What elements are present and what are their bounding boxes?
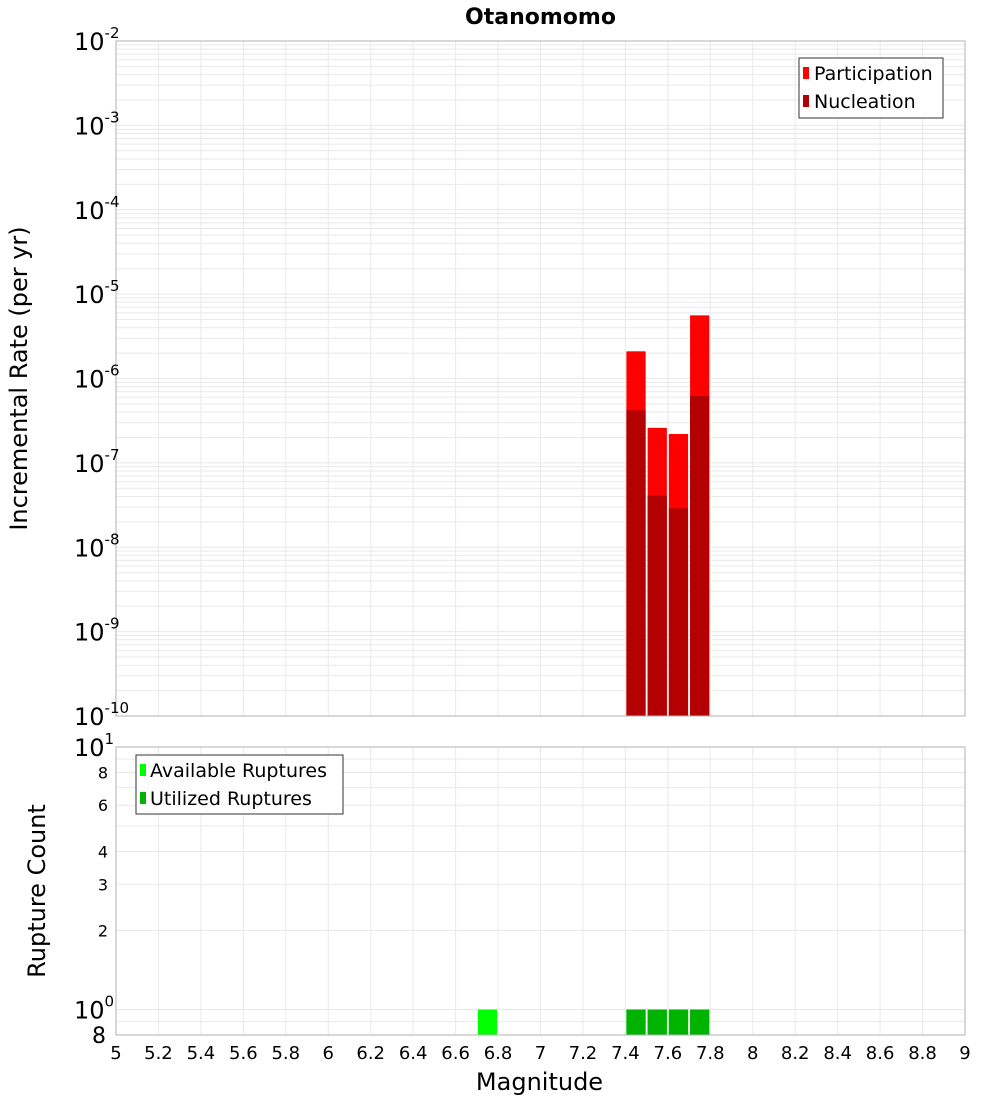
x-tick-label: 7.8 (696, 1043, 725, 1064)
y-tick-base: 10 (74, 112, 105, 140)
count-gridlines (116, 747, 965, 1035)
y-tick-label: 3 (98, 875, 108, 894)
x-tick-label: 6.2 (356, 1043, 385, 1064)
x-tick-label: 7.6 (654, 1043, 683, 1064)
y-axis-label: Rupture Count (23, 804, 51, 978)
y-tick-label: 4 (98, 842, 108, 861)
y-tick-label: 8 (92, 1024, 106, 1049)
nucleation-bar (690, 396, 710, 716)
y-tick-exponent: 0 (105, 993, 115, 1011)
rate-plot-border (115, 40, 966, 717)
x-tick-label: 8 (747, 1043, 758, 1064)
x-tick-label: 6 (323, 1043, 334, 1064)
y-tick-label: 6 (98, 796, 108, 815)
utilized-ruptures-bar (626, 1009, 646, 1035)
y-tick-base: 10 (74, 281, 105, 309)
x-tick-label: 8.4 (823, 1043, 852, 1064)
legend-swatch (140, 764, 146, 776)
x-tick-label: 9 (959, 1043, 970, 1064)
y-tick-label: 10-4 (74, 193, 120, 225)
x-tick-label: 8.8 (908, 1043, 937, 1064)
y-tick-exponent: -8 (105, 530, 120, 548)
y-tick-base: 10 (74, 28, 105, 56)
utilized-ruptures-bar (668, 1009, 689, 1035)
y-tick-label: 10-2 (74, 24, 120, 56)
y-tick-base: 10 (74, 197, 105, 225)
x-tick-label: 7.2 (569, 1043, 598, 1064)
y-tick-label: 10-6 (74, 362, 120, 394)
y-tick-label: 101 (74, 730, 114, 762)
y-tick-exponent: -3 (105, 108, 120, 126)
available-ruptures-bar (477, 1009, 498, 1035)
y-tick-label: 10-5 (74, 277, 120, 309)
y-tick-base: 10 (74, 997, 105, 1025)
legend-label: Participation (814, 63, 933, 85)
x-tick-label: 6.6 (441, 1043, 470, 1064)
y-tick-exponent: -2 (105, 24, 120, 42)
legend-swatch (803, 95, 809, 107)
x-tick-label: 6.4 (399, 1043, 428, 1064)
chart-title: Otanomomo (465, 5, 616, 30)
y-tick-base: 10 (74, 703, 105, 731)
y-tick-base: 10 (74, 450, 105, 478)
y-tick-label: 10-8 (74, 530, 120, 562)
y-tick-exponent: 1 (105, 730, 115, 748)
x-tick-label: 6.8 (484, 1043, 513, 1064)
y-tick-label: 10-7 (74, 446, 120, 478)
y-tick-exponent: -7 (105, 446, 120, 464)
nucleation-bar (647, 495, 667, 716)
utilized-ruptures-bar (690, 1009, 710, 1035)
y-tick-exponent: -5 (105, 277, 120, 295)
nucleation-bar (626, 410, 646, 716)
x-tick-label: 8.6 (866, 1043, 895, 1064)
count-legend: Available Ruptures Utilized Ruptures (135, 754, 344, 815)
legend-box (798, 57, 944, 119)
x-axis-label: Magnitude (476, 1068, 603, 1096)
legend-label: Utilized Ruptures (150, 788, 312, 810)
x-tick-label: 7 (535, 1043, 546, 1064)
y-tick-label: 10-10 (74, 699, 129, 731)
rate-panel: 10-1010-910-810-710-610-510-410-310-2Ota… (5, 5, 966, 731)
x-tick-label: 5.6 (229, 1043, 258, 1064)
legend-box (135, 754, 344, 815)
y-tick-exponent: -6 (105, 362, 120, 380)
count-plot-border (115, 746, 966, 1036)
utilized-ruptures-bar (647, 1009, 667, 1035)
legend-swatch (140, 792, 146, 804)
rate-bars (626, 315, 710, 716)
y-tick-exponent: -10 (105, 699, 130, 717)
legend-swatch (803, 67, 809, 79)
x-tick-label: 5.8 (271, 1043, 300, 1064)
count-bars (477, 1009, 710, 1035)
y-tick-label: 8 (98, 763, 108, 782)
y-axis-label: Incremental Rate (per yr) (5, 226, 33, 530)
legend-label: Nucleation (814, 91, 916, 113)
y-tick-exponent: -9 (105, 615, 120, 633)
x-tick-label: 5.4 (187, 1043, 216, 1064)
y-tick-label: 2 (98, 922, 108, 941)
x-tick-label: 5.2 (144, 1043, 173, 1064)
x-tick-label: 5 (110, 1043, 121, 1064)
y-tick-base: 10 (74, 366, 105, 394)
y-tick-label: 100 (74, 993, 114, 1025)
y-tick-base: 10 (74, 734, 105, 762)
y-tick-label: 10-9 (74, 615, 120, 647)
y-tick-label: 10-3 (74, 108, 120, 140)
y-tick-base: 10 (74, 534, 105, 562)
y-tick-base: 10 (74, 619, 105, 647)
x-tick-label: 8.2 (781, 1043, 810, 1064)
nucleation-bar (668, 508, 689, 716)
x-ticks: 5 5.2 5.4 5.6 5.8 6 6.2 6.4 6.6 6.8 7 7.2 7.4 7.6 7.8 8… (110, 1043, 970, 1064)
rate-legend: Participation Nucleation (798, 57, 944, 119)
rate-gridlines (116, 41, 965, 717)
legend-label: Available Ruptures (150, 760, 327, 782)
x-tick-label: 7.4 (611, 1043, 640, 1064)
y-tick-exponent: -4 (105, 193, 120, 211)
